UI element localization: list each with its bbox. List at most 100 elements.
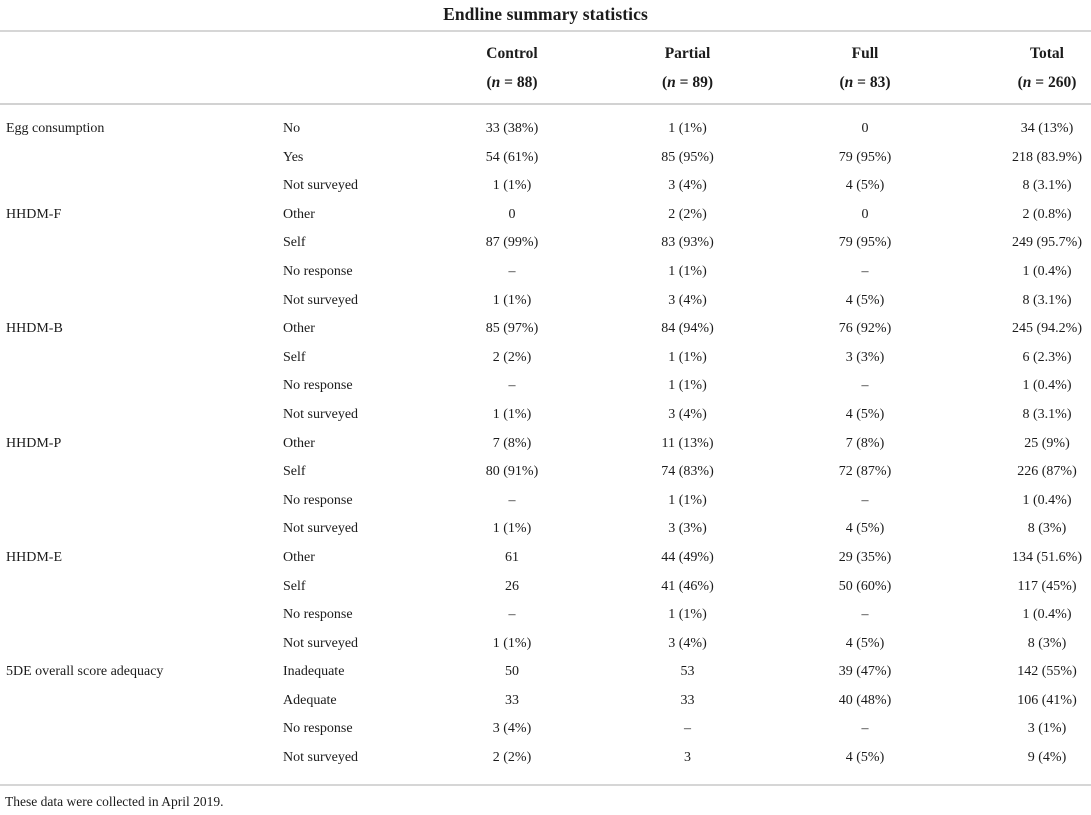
category-cell: HHDM-F xyxy=(6,206,62,222)
value-cell: 1 (1%) xyxy=(492,406,532,422)
value-cell: 245 (94.2%) xyxy=(1012,321,1082,337)
column-label: Control xyxy=(486,45,538,62)
value-cell: 3 xyxy=(684,750,691,766)
level-cell: Self xyxy=(283,578,306,594)
value-cell: 61 xyxy=(505,549,519,565)
level-cell: Not surveyed xyxy=(283,521,359,537)
level-cell: No response xyxy=(283,492,353,508)
value-cell: 2 (2%) xyxy=(492,750,532,766)
table-row: No response – 1 (1%) – 1 (0.4%) xyxy=(0,372,1091,401)
table-row: Not surveyed 1 (1%) 3 (4%) 4 (5%) 8 (3%) xyxy=(0,630,1091,659)
level-cell: No response xyxy=(283,378,353,394)
value-cell: 8 (3.1%) xyxy=(1022,292,1072,308)
table-row: Not surveyed 1 (1%) 3 (3%) 4 (5%) 8 (3%) xyxy=(0,515,1091,544)
category-cell: 5DE overall score adequacy xyxy=(6,664,164,680)
value-cell: 4 (5%) xyxy=(845,178,885,194)
level-cell: Self xyxy=(283,235,306,251)
value-cell: 1 (0.4%) xyxy=(1022,492,1072,508)
column-header-partial: Partial (n = 89) xyxy=(600,31,775,105)
table-body: Egg consumption No 33 (38%) 1 (1%) 0 34 (13%)… xyxy=(0,104,1091,773)
value-cell: 79 (95%) xyxy=(838,149,892,165)
value-cell: 0 xyxy=(508,206,516,222)
level-cell: Not surveyed xyxy=(283,635,359,651)
value-cell: 1 (0.4%) xyxy=(1022,607,1072,623)
category-cell xyxy=(0,344,283,373)
level-cell: Not surveyed xyxy=(283,406,359,422)
value-cell: 4 (5%) xyxy=(845,750,885,766)
level-cell: Other xyxy=(283,549,315,565)
value-cell: 117 (45%) xyxy=(1017,578,1077,594)
category-cell xyxy=(0,144,283,173)
column-n: (n = 89) xyxy=(661,74,714,91)
category-cell xyxy=(0,487,283,516)
level-cell: No response xyxy=(283,263,353,279)
value-cell: 83 (93%) xyxy=(661,235,714,251)
value-cell: 3 (3%) xyxy=(845,349,885,365)
value-cell: – xyxy=(508,492,516,508)
value-cell: 1 (1%) xyxy=(492,521,532,537)
value-cell: 34 (13%) xyxy=(1020,121,1074,136)
value-cell: 7 (8%) xyxy=(492,435,532,451)
value-cell: 4 (5%) xyxy=(845,635,885,651)
value-cell: 85 (97%) xyxy=(485,321,539,337)
category-cell: HHDM-E xyxy=(6,549,62,565)
table-header: Control (n = 88) Partial (n = 89) Full (… xyxy=(0,31,1091,105)
category-cell xyxy=(0,573,283,602)
category-cell xyxy=(0,630,283,659)
value-cell: 134 (51.6%) xyxy=(1012,549,1082,565)
level-cell: Self xyxy=(283,464,306,480)
level-cell: No response xyxy=(283,721,353,737)
category-cell xyxy=(0,229,283,258)
value-cell: 39 (47%) xyxy=(838,664,892,680)
value-cell: 226 (87%) xyxy=(1017,464,1077,480)
value-cell: 8 (3.1%) xyxy=(1022,406,1072,422)
level-cell: Not surveyed xyxy=(283,178,359,194)
value-cell: 54 (61%) xyxy=(485,149,539,165)
value-cell: 40 (48%) xyxy=(838,692,892,708)
value-cell: 1 (1%) xyxy=(492,292,532,308)
column-label: Total xyxy=(1030,45,1064,62)
value-cell: 50 (60%) xyxy=(838,578,892,594)
value-cell: 33 xyxy=(505,692,519,708)
value-cell: 50 xyxy=(505,664,519,680)
value-cell: 41 (46%) xyxy=(661,578,714,594)
header-row: Control (n = 88) Partial (n = 89) Full (… xyxy=(0,31,1091,105)
value-cell: 76 (92%) xyxy=(838,321,892,337)
category-cell: HHDM-B xyxy=(6,321,63,337)
table-row: HHDM-E Other 61 44 (49%) 29 (35%) 134 (51.6%) xyxy=(0,544,1091,573)
value-cell: 7 (8%) xyxy=(845,435,885,451)
level-cell: Yes xyxy=(283,149,304,165)
value-cell: – xyxy=(861,492,869,508)
level-cell: Not surveyed xyxy=(283,292,359,308)
column-label: Full xyxy=(851,45,879,62)
value-cell: 72 (87%) xyxy=(838,464,892,480)
value-cell: 1 (1%) xyxy=(668,492,707,508)
value-cell: 1 (0.4%) xyxy=(1022,263,1072,279)
column-header-total: Total (n = 260) xyxy=(955,31,1091,105)
value-cell: 33 xyxy=(680,692,695,708)
value-cell: – xyxy=(684,721,691,737)
table-bottom-rule xyxy=(0,784,1091,786)
value-cell: 79 (95%) xyxy=(838,235,892,251)
table-row: No response 3 (4%) – – 3 (1%) xyxy=(0,715,1091,744)
level-cell: Inadequate xyxy=(283,664,345,680)
table-row: HHDM-B Other 85 (97%) 84 (94%) 76 (92%) 245 (… xyxy=(0,315,1091,344)
value-cell: – xyxy=(508,263,516,279)
value-cell: 44 (49%) xyxy=(661,549,714,565)
header-empty-level xyxy=(283,31,424,105)
value-cell: 1 (1%) xyxy=(668,349,707,365)
value-cell: 3 (4%) xyxy=(492,721,532,737)
table-row: No response – 1 (1%) – 1 (0.4%) xyxy=(0,601,1091,630)
value-cell: 9 (4%) xyxy=(1027,750,1067,766)
value-cell: 1 (1%) xyxy=(668,121,707,136)
level-cell: Other xyxy=(283,206,315,222)
value-cell: 8 (3.1%) xyxy=(1022,178,1072,194)
value-cell: 8 (3%) xyxy=(1027,635,1067,651)
value-cell: 2 (2%) xyxy=(492,349,532,365)
category-cell xyxy=(0,715,283,744)
category-cell: HHDM-P xyxy=(6,435,62,451)
table-row: Self 26 41 (46%) 50 (60%) 117 (45%) xyxy=(0,573,1091,602)
category-cell xyxy=(0,172,283,201)
value-cell: 2 (0.8%) xyxy=(1022,206,1072,222)
column-header-full: Full (n = 83) xyxy=(775,31,955,105)
